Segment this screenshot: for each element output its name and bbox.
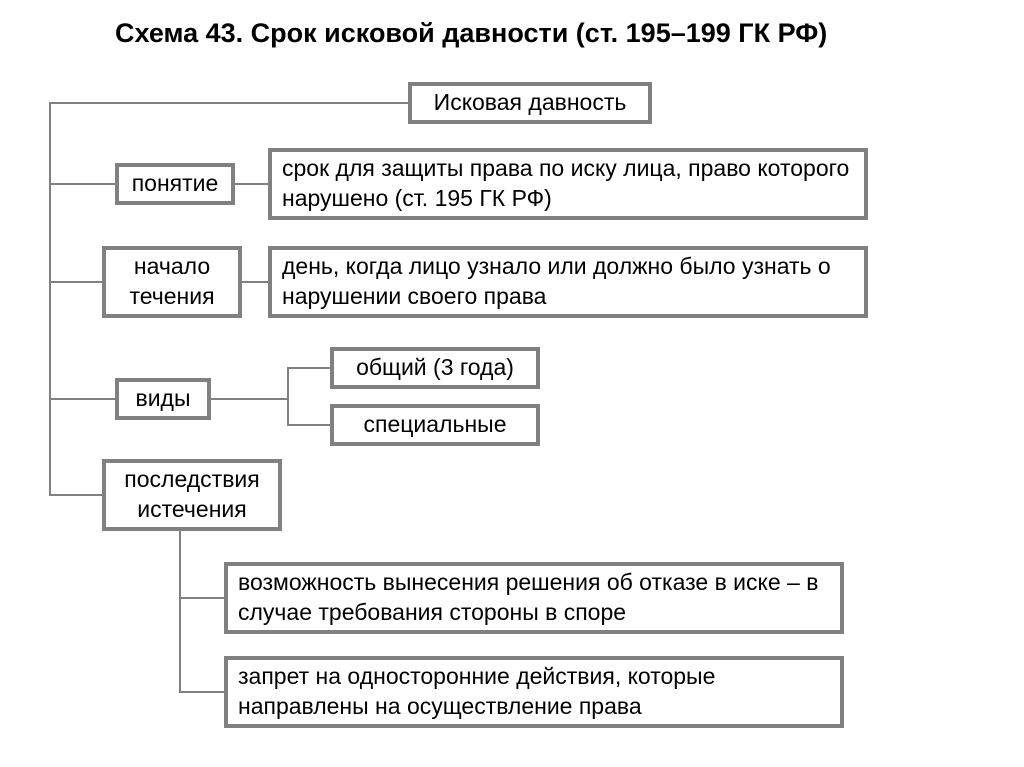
node-lab1: понятие [115,163,235,205]
node-type1: общий (3 года) [330,347,540,389]
node-root: Исковая давность [408,82,652,124]
node-def2: день, когда лицо узнало или должно было … [268,246,868,318]
diagram-stage: Схема 43. Срок исковой давности (ст. 195… [0,0,1024,767]
node-lab4: последствия истечения [102,459,282,531]
node-type2: специальные [330,404,540,446]
connector [211,368,330,399]
node-cons2: запрет на односторонние действия, которы… [224,656,844,728]
node-lab3: виды [115,378,211,420]
diagram-title: Схема 43. Срок исковой давности (ст. 195… [115,18,827,49]
connector [180,531,224,692]
node-cons1: возможность вынесения решения об отказе … [224,562,844,634]
connector [288,399,330,425]
node-def1: срок для защиты права по иску лица, прав… [268,148,868,220]
node-lab2: начало течения [102,246,242,318]
